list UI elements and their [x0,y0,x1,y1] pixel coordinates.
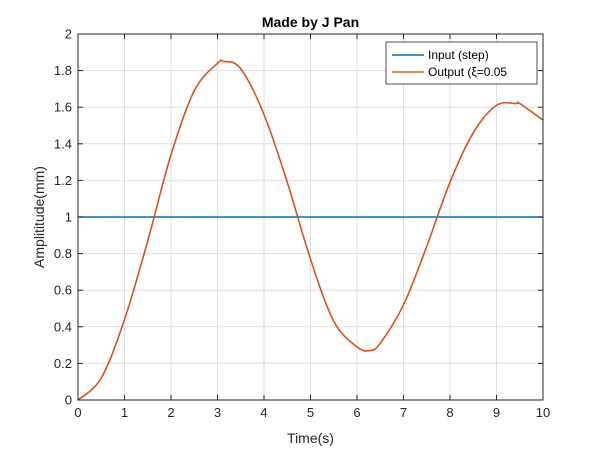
y-tick-label: 1.2 [54,173,72,188]
legend-entry: Output (ξ=0.05 [428,65,507,79]
ticks: 0 1 2 3 4 5 6 7 8 9 10 0 0.2 0.4 0.6 0.8 1 1.2 1.4 1.6 1.8 2 [54,27,550,421]
y-tick-label: 1.4 [54,136,72,151]
y-tick-label: 0.2 [54,356,72,371]
y-tick-label: 0.4 [54,319,72,334]
y-tick-label: 0 [65,393,72,408]
x-tick-label: 9 [493,405,500,420]
y-tick-label: 2 [65,27,72,42]
x-tick-label: 1 [121,405,128,420]
y-tick-label: 1.6 [54,100,72,115]
y-tick-label: 0.8 [54,246,72,261]
series-line-2 [77,59,544,401]
x-tick-label: 8 [446,405,453,420]
legend: Input (step) Output (ξ=0.05 [385,41,538,85]
x-tick-label: 7 [400,405,407,420]
y-tick-label: 0.6 [54,283,72,298]
legend-entry: Input (step) [428,48,489,62]
legend-box [385,41,538,85]
x-tick-label: 3 [214,405,221,420]
chart-title: Made by J Pan [262,14,359,30]
series-layer [77,59,544,401]
x-tick-label: 0 [74,405,81,420]
y-tick-label: 1.8 [54,63,72,78]
y-tick-label: 1 [65,210,72,225]
y-axis-label: Amplititude(mm) [31,166,47,268]
x-axis-label: Time(s) [287,430,334,446]
x-tick-label: 10 [536,405,550,420]
x-tick-label: 4 [260,405,267,420]
x-tick-label: 2 [167,405,174,420]
x-tick-label: 6 [353,405,360,420]
x-tick-label: 5 [307,405,314,420]
